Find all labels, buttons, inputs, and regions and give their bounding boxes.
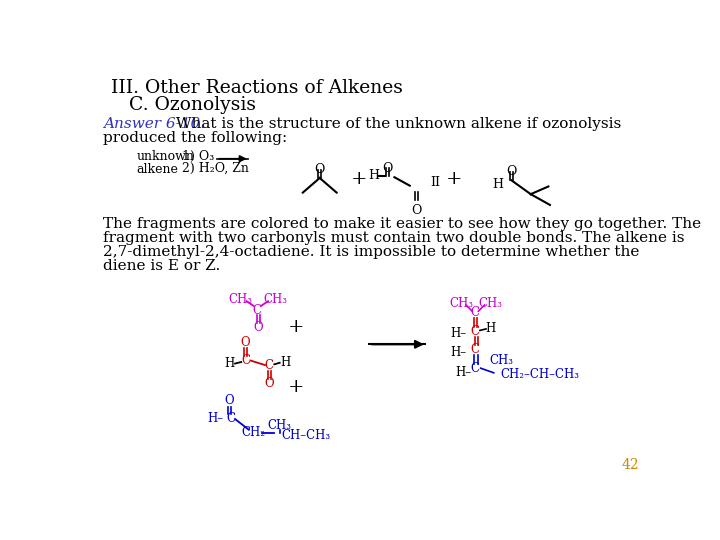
Text: C: C — [471, 306, 480, 319]
Text: CH₃: CH₃ — [264, 293, 288, 306]
Text: +: + — [287, 318, 304, 335]
Text: O: O — [240, 335, 250, 348]
Text: C. Ozonolysis: C. Ozonolysis — [129, 96, 256, 113]
Text: What is the structure of the unknown alkene if ozonolysis: What is the structure of the unknown alk… — [171, 117, 621, 131]
Text: C: C — [264, 359, 274, 372]
Text: produced the following:: produced the following: — [104, 131, 287, 145]
Text: H: H — [280, 355, 290, 368]
Text: O: O — [506, 165, 517, 178]
Text: III. Other Reactions of Alkenes: III. Other Reactions of Alkenes — [111, 79, 403, 97]
Text: +: + — [446, 170, 462, 188]
Text: C: C — [241, 354, 251, 367]
Text: H: H — [485, 322, 496, 335]
Text: O: O — [265, 377, 274, 390]
Text: CH₂: CH₂ — [241, 427, 266, 440]
Text: +: + — [287, 377, 304, 396]
Text: CH₃: CH₃ — [228, 293, 253, 306]
Text: H–: H– — [207, 413, 223, 426]
Text: The fragments are colored to make it easier to see how they go together. The: The fragments are colored to make it eas… — [104, 217, 701, 231]
Text: fragment with two carbonyls must contain two double bonds. The alkene is: fragment with two carbonyls must contain… — [104, 231, 685, 245]
Text: diene is E or Z.: diene is E or Z. — [104, 259, 220, 273]
Text: C: C — [253, 304, 262, 317]
Text: C: C — [226, 413, 235, 426]
Text: CH₃: CH₃ — [449, 297, 474, 310]
Text: 2,7-dimethyl-2,4-octadiene. It is impossible to determine whether the: 2,7-dimethyl-2,4-octadiene. It is imposs… — [104, 245, 640, 259]
Text: CH–CH₃: CH–CH₃ — [282, 429, 330, 442]
Text: H–: H– — [450, 327, 467, 340]
Text: CH₂–CH–CH₃: CH₂–CH–CH₃ — [500, 368, 579, 381]
Text: H: H — [492, 178, 503, 191]
Text: H–: H– — [450, 346, 467, 359]
Text: CH₃: CH₃ — [479, 297, 503, 310]
Text: 1) O₃: 1) O₃ — [182, 150, 214, 163]
Text: O: O — [382, 162, 392, 175]
Text: O: O — [253, 321, 263, 334]
Text: O: O — [412, 204, 422, 217]
Text: +: + — [351, 170, 367, 188]
Text: II: II — [431, 176, 441, 189]
Text: alkene: alkene — [137, 163, 179, 176]
Text: 42: 42 — [622, 458, 639, 472]
Text: O: O — [224, 394, 234, 407]
Text: Answer 6-10.: Answer 6-10. — [104, 117, 205, 131]
Text: 2) H₂O, Zn: 2) H₂O, Zn — [182, 162, 249, 175]
Text: H–: H– — [456, 366, 472, 379]
Text: C: C — [471, 362, 480, 375]
Text: C: C — [471, 325, 480, 338]
Text: unknown: unknown — [137, 150, 194, 163]
Text: CH₃: CH₃ — [268, 418, 292, 431]
Text: H: H — [225, 357, 235, 370]
Text: H: H — [368, 169, 379, 182]
Text: O: O — [315, 164, 325, 177]
Text: C: C — [471, 343, 480, 356]
Text: CH₃: CH₃ — [490, 354, 513, 367]
